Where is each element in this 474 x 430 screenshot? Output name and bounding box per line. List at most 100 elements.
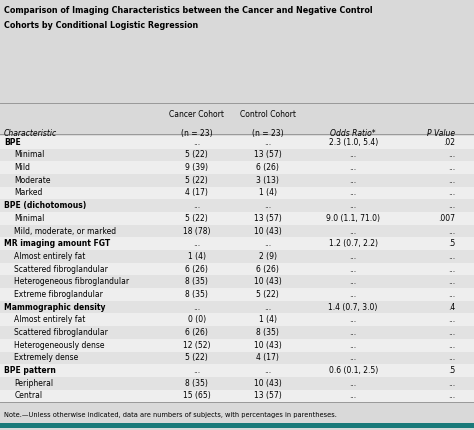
Text: ...: ...	[448, 188, 455, 197]
Text: Almost entirely fat: Almost entirely fat	[14, 315, 86, 324]
Text: 9 (39): 9 (39)	[185, 163, 208, 172]
Text: ...: ...	[264, 366, 272, 375]
Bar	[0, 263, 474, 276]
Text: ...: ...	[349, 315, 357, 324]
Text: P Value: P Value	[427, 129, 455, 138]
Text: ...: ...	[448, 150, 455, 160]
Text: 0.6 (0.1, 2.5): 0.6 (0.1, 2.5)	[328, 366, 378, 375]
Text: ...: ...	[448, 315, 455, 324]
Text: 18 (78): 18 (78)	[183, 227, 210, 236]
Text: 6 (26): 6 (26)	[185, 264, 208, 273]
Text: 1 (4): 1 (4)	[188, 252, 206, 261]
Text: 8 (35): 8 (35)	[185, 277, 208, 286]
Bar	[0, 326, 474, 339]
Text: ...: ...	[264, 138, 272, 147]
Text: ...: ...	[448, 290, 455, 299]
Text: ...: ...	[349, 264, 357, 273]
Text: ...: ...	[193, 239, 201, 248]
Text: 5 (22): 5 (22)	[185, 150, 208, 160]
Text: Scattered fibroglandular: Scattered fibroglandular	[14, 264, 108, 273]
Text: ...: ...	[193, 366, 201, 375]
Bar	[0, 200, 474, 212]
Text: 1 (4): 1 (4)	[259, 188, 277, 197]
Text: ...: ...	[264, 201, 272, 210]
Text: 6 (26): 6 (26)	[185, 328, 208, 337]
Text: ...: ...	[448, 252, 455, 261]
Text: ...: ...	[448, 328, 455, 337]
Bar	[0, 250, 474, 263]
Bar	[0, 288, 474, 301]
Text: Extreme fibroglandular: Extreme fibroglandular	[14, 290, 103, 299]
Text: (n = 23): (n = 23)	[252, 129, 283, 138]
Text: ...: ...	[448, 163, 455, 172]
Text: ...: ...	[264, 303, 272, 312]
Text: ...: ...	[349, 150, 357, 160]
Text: ...: ...	[264, 239, 272, 248]
Text: Mild, moderate, or marked: Mild, moderate, or marked	[14, 227, 116, 236]
Text: ...: ...	[349, 188, 357, 197]
Text: ...: ...	[349, 227, 357, 236]
Text: 8 (35): 8 (35)	[185, 379, 208, 388]
Text: 10 (43): 10 (43)	[254, 277, 282, 286]
Text: 8 (35): 8 (35)	[185, 290, 208, 299]
Text: 5 (22): 5 (22)	[185, 214, 208, 223]
Text: 9.0 (1.1, 71.0): 9.0 (1.1, 71.0)	[326, 214, 380, 223]
Text: 10 (43): 10 (43)	[254, 341, 282, 350]
Text: ...: ...	[349, 328, 357, 337]
Text: ...: ...	[448, 264, 455, 273]
Text: 2.3 (1.0, 5.4): 2.3 (1.0, 5.4)	[328, 138, 378, 147]
Text: BPE pattern: BPE pattern	[4, 366, 55, 375]
Bar	[0, 301, 474, 313]
Text: 10 (43): 10 (43)	[254, 227, 282, 236]
Text: 5 (22): 5 (22)	[185, 353, 208, 362]
Text: 1 (4): 1 (4)	[259, 315, 277, 324]
Text: ...: ...	[349, 290, 357, 299]
Bar	[0, 237, 474, 250]
Text: MR imaging amount FGT: MR imaging amount FGT	[4, 239, 110, 248]
Text: ...: ...	[448, 277, 455, 286]
Text: Heterogeneous fibroglandular: Heterogeneous fibroglandular	[14, 277, 129, 286]
Text: Control Cohort: Control Cohort	[240, 110, 296, 119]
Text: Note.—Unless otherwise indicated, data are numbers of subjects, with percentages: Note.—Unless otherwise indicated, data a…	[4, 412, 337, 418]
Text: 1.2 (0.7, 2.2): 1.2 (0.7, 2.2)	[328, 239, 378, 248]
Text: 13 (57): 13 (57)	[254, 150, 282, 160]
Text: ...: ...	[193, 201, 201, 210]
Text: Moderate: Moderate	[14, 176, 51, 185]
Text: ...: ...	[448, 379, 455, 388]
Text: .5: .5	[448, 366, 455, 375]
Bar	[0, 313, 474, 326]
Text: ...: ...	[349, 176, 357, 185]
Text: Almost entirely fat: Almost entirely fat	[14, 252, 86, 261]
Text: ...: ...	[193, 303, 201, 312]
Bar	[0, 174, 474, 187]
Text: Scattered fibroglandular: Scattered fibroglandular	[14, 328, 108, 337]
Text: ...: ...	[448, 201, 455, 210]
Bar	[0, 339, 474, 352]
Text: 6 (26): 6 (26)	[256, 163, 279, 172]
Bar	[0, 390, 474, 402]
Bar	[0, 423, 474, 428]
Text: Cancer Cohort: Cancer Cohort	[169, 110, 224, 119]
Text: 10 (43): 10 (43)	[254, 379, 282, 388]
Text: ...: ...	[349, 277, 357, 286]
Text: Central: Central	[14, 391, 42, 400]
Text: Extremely dense: Extremely dense	[14, 353, 79, 362]
Bar	[0, 276, 474, 288]
Bar	[0, 377, 474, 390]
Text: .4: .4	[448, 303, 455, 312]
Bar	[0, 224, 474, 237]
Text: 12 (52): 12 (52)	[183, 341, 210, 350]
Text: Heterogeneously dense: Heterogeneously dense	[14, 341, 105, 350]
Text: ...: ...	[448, 341, 455, 350]
Text: (n = 23): (n = 23)	[181, 129, 212, 138]
Bar	[0, 187, 474, 200]
Bar	[0, 136, 474, 149]
Text: .5: .5	[448, 239, 455, 248]
Text: ...: ...	[448, 353, 455, 362]
Bar	[0, 364, 474, 377]
Text: .02: .02	[443, 138, 455, 147]
Text: ...: ...	[349, 379, 357, 388]
Text: 13 (57): 13 (57)	[254, 214, 282, 223]
Text: Minimal: Minimal	[14, 150, 45, 160]
Bar	[0, 352, 474, 364]
